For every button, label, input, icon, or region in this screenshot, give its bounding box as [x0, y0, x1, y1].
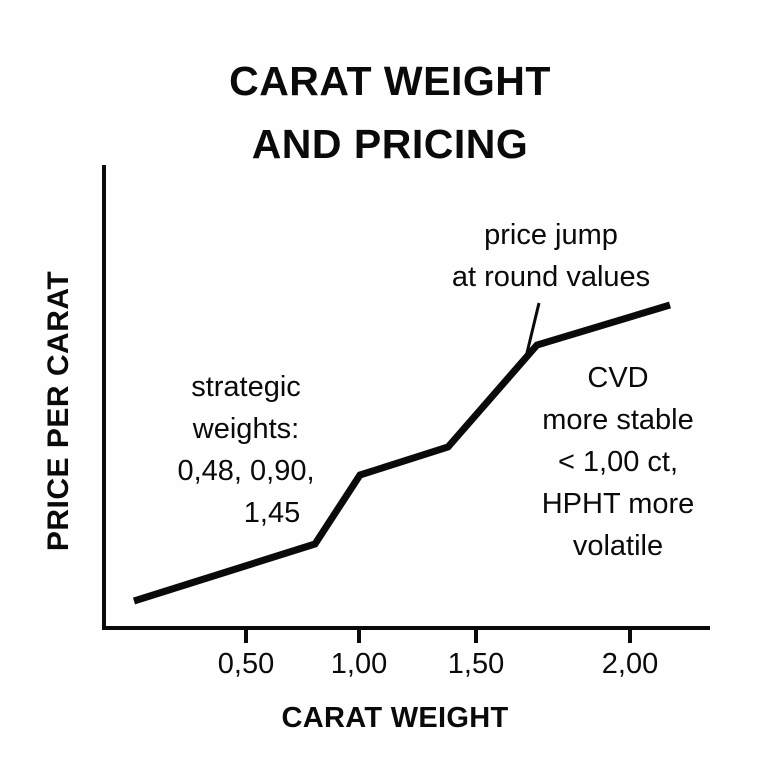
annotation-line: 0,48, 0,90, — [177, 455, 315, 487]
annotation-strategic-weights: strategic weights: 0,48, 0,90, 1,45 — [140, 366, 352, 534]
annotation-price-jump: price jump at round values — [420, 214, 682, 298]
annotation-line: price jump — [484, 219, 618, 251]
annotation-line: HPHT more — [541, 488, 695, 520]
chart-title-line-2: AND PRICING — [251, 121, 529, 167]
annotation-line: strategic — [191, 371, 301, 403]
annotation-cvd-hpht: CVD more stable < 1,00 ct, HPHT more vol… — [518, 357, 718, 567]
x-ticks — [244, 628, 632, 643]
annotation-line: < 1,00 ct, — [557, 446, 679, 478]
chart-title: CARAT WEIGHT AND PRICING — [0, 50, 780, 176]
x-axis-label: CARAT WEIGHT — [281, 702, 509, 734]
annotation-line: 1,45 — [243, 497, 301, 529]
annotation-line: more stable — [542, 404, 694, 436]
price-line — [132, 301, 672, 605]
annotation-line: at round values — [451, 261, 651, 293]
annotation-line: weights: — [192, 413, 300, 445]
annotation-line: volatile — [572, 530, 664, 562]
x-tick-label: 2,00 — [601, 648, 659, 680]
annotation-line: CVD — [587, 362, 649, 394]
x-tick-label: 1,50 — [447, 648, 505, 680]
annotation-pointer-line — [524, 302, 541, 358]
x-tick-label: 1,00 — [330, 648, 388, 680]
chart-title-line-1: CARAT WEIGHT — [229, 58, 551, 104]
y-axis-label: PRICE PER CARAT — [42, 270, 75, 552]
x-tick-label: 0,50 — [217, 648, 275, 680]
